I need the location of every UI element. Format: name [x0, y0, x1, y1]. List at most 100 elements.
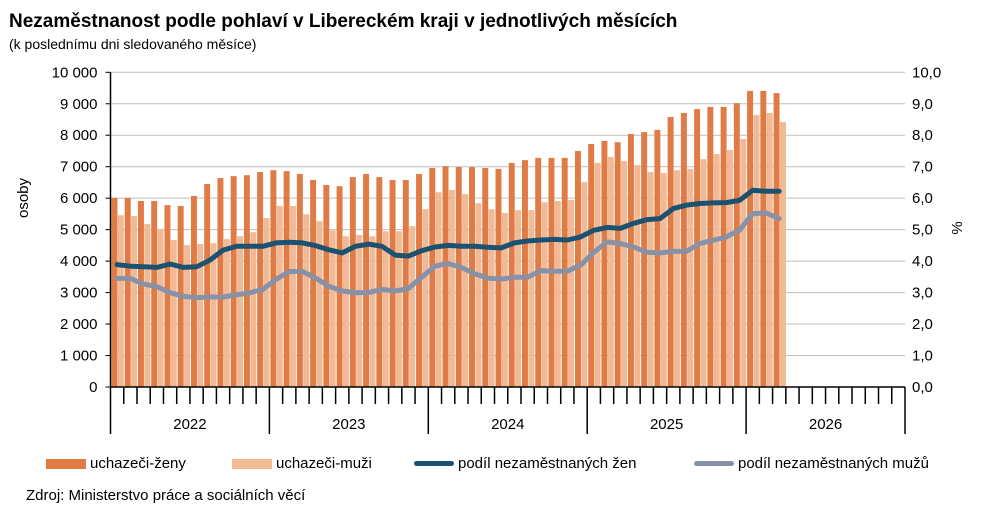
- bar-men: [634, 165, 641, 387]
- bar-women: [733, 103, 740, 388]
- legend-line: [414, 461, 454, 466]
- y2-tick-label: 4,0: [912, 253, 933, 270]
- source-note: Zdroj: Ministerstvo práce a sociálních v…: [26, 487, 306, 504]
- bar-women: [654, 129, 661, 387]
- bar-women: [243, 175, 250, 387]
- bar-men: [250, 232, 257, 387]
- bar-men: [276, 206, 283, 387]
- bar-men: [303, 214, 310, 387]
- bar-men: [621, 161, 628, 387]
- bar-men: [223, 239, 230, 387]
- y-tick-label: 1 000: [60, 348, 98, 365]
- bar-men: [753, 115, 760, 388]
- legend-item-men-bars: uchazeči-muži: [232, 455, 372, 472]
- bar-women: [349, 177, 356, 387]
- bar-women: [521, 160, 528, 387]
- y2-tick-label: 7,0: [912, 159, 933, 176]
- x-year-label: 2022: [173, 416, 206, 433]
- y-tick-label: 3 000: [60, 285, 98, 302]
- bar-women: [720, 106, 727, 388]
- bar-women: [389, 179, 396, 387]
- chart-title: Nezaměstnanost podle pohlaví v Liberecké…: [9, 11, 678, 32]
- y-tick-label: 9 000: [60, 96, 98, 113]
- legend-item-women-line: podíl nezaměstnaných žen: [414, 455, 636, 472]
- y2-tick-label: 5,0: [912, 222, 933, 239]
- bar-men: [316, 221, 323, 387]
- bar-women: [747, 90, 754, 387]
- legend-label: uchazeči-muži: [276, 455, 372, 472]
- bar-women: [310, 179, 317, 387]
- bar-men: [422, 209, 429, 387]
- legend: uchazeči-ženy uchazeči-muži podíl nezamě…: [0, 455, 983, 477]
- legend-label: podíl nezaměstnaných mužů: [738, 455, 929, 472]
- bar-women: [442, 166, 449, 387]
- bar-men: [713, 154, 720, 387]
- bar-men: [647, 172, 654, 387]
- y-axis-title: osoby: [15, 177, 32, 218]
- y2-tick-label: 10,0: [912, 64, 941, 81]
- bar-women: [455, 167, 462, 387]
- bar-men: [342, 236, 349, 387]
- bar-women: [124, 197, 131, 387]
- bar-women: [760, 90, 767, 387]
- bar-men: [488, 209, 495, 387]
- bar-women: [641, 132, 648, 387]
- bar-men: [568, 200, 575, 387]
- bar-women: [707, 106, 714, 388]
- bar-men: [409, 226, 416, 387]
- bar-women: [257, 172, 264, 387]
- bar-women: [614, 142, 621, 387]
- bar-women: [164, 205, 171, 387]
- bar-women: [773, 93, 780, 388]
- bar-men: [263, 218, 270, 387]
- bar-men: [475, 203, 482, 387]
- bar-women: [151, 201, 158, 387]
- bar-men: [131, 216, 138, 387]
- y-tick-label: 4 000: [60, 253, 98, 270]
- bar-men: [448, 189, 455, 387]
- x-year-label: 2026: [809, 416, 842, 433]
- x-year-label: 2025: [650, 416, 683, 433]
- legend-swatch: [232, 458, 272, 469]
- chart-subtitle: (k poslednímu dni sledovaného měsíce): [9, 36, 257, 52]
- bar-women: [627, 133, 634, 387]
- y-tick-label: 2 000: [60, 316, 98, 333]
- y2-axis-title: %: [949, 221, 966, 234]
- bar-men: [144, 223, 151, 387]
- bar-women: [296, 173, 303, 387]
- bar-men: [382, 231, 389, 387]
- bar-men: [726, 150, 733, 387]
- bar-women: [217, 178, 224, 387]
- legend-label: podíl nezaměstnaných žen: [458, 455, 637, 472]
- bar-men: [157, 229, 164, 387]
- bar-men: [435, 192, 442, 387]
- legend-item-men-line: podíl nezaměstnaných mužů: [694, 455, 929, 472]
- bar-men: [184, 245, 191, 387]
- bar-women: [336, 186, 343, 387]
- y2-tick-label: 0,0: [912, 379, 933, 396]
- bar-men: [356, 234, 363, 387]
- bar-women: [469, 167, 475, 387]
- legend-line: [694, 461, 734, 466]
- y2-tick-label: 9,0: [912, 96, 933, 113]
- legend-item-women-bars: uchazeči-ženy: [46, 455, 186, 472]
- bar-men: [779, 122, 786, 388]
- bar-men: [541, 202, 548, 387]
- legend-label: uchazeči-ženy: [90, 455, 186, 472]
- bar-men: [554, 201, 561, 387]
- y-tick-label: 6 000: [60, 190, 98, 207]
- bar-women: [204, 184, 211, 387]
- bar-women: [588, 144, 595, 387]
- x-year-label: 2023: [332, 416, 365, 433]
- bar-men: [687, 168, 694, 387]
- bar-women: [376, 177, 383, 387]
- bar-women: [190, 195, 197, 387]
- bar-men: [329, 230, 336, 387]
- bar-men: [197, 244, 204, 387]
- bar-women: [363, 173, 370, 387]
- bar-men: [395, 231, 402, 387]
- bar-men: [660, 173, 667, 387]
- bar-men: [501, 212, 508, 387]
- bar-men: [369, 236, 376, 387]
- y2-tick-label: 1,0: [912, 348, 933, 365]
